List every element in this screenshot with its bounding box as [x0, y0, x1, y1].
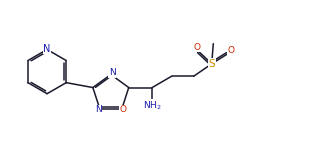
Text: S: S: [208, 59, 215, 69]
Text: NH$_2$: NH$_2$: [143, 100, 162, 112]
Text: N: N: [109, 68, 115, 77]
Text: O: O: [227, 46, 234, 55]
Text: O: O: [120, 105, 127, 114]
Text: N: N: [95, 105, 102, 114]
Text: N: N: [43, 43, 51, 53]
Text: O: O: [194, 43, 201, 52]
